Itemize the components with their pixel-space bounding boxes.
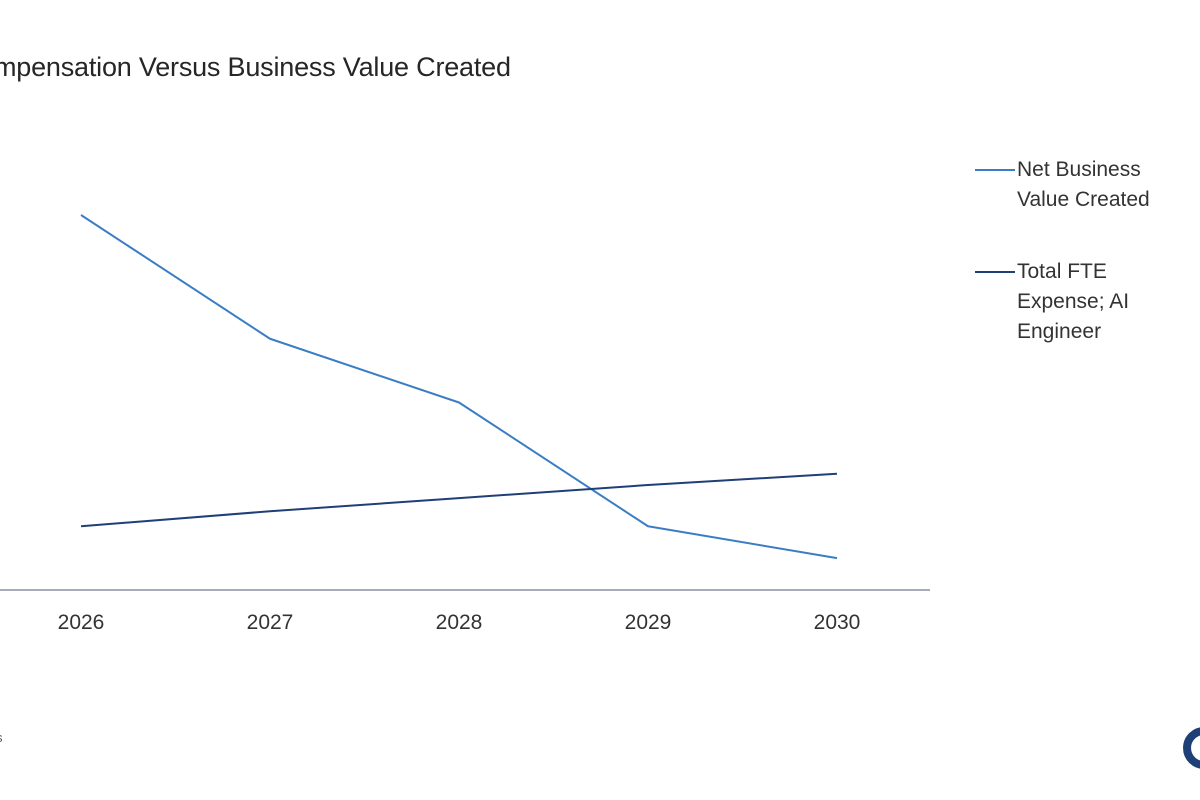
- x-tick-label-2028: 2028: [436, 611, 483, 634]
- footnote: s: [0, 730, 3, 745]
- legend-item-total-fte-expense: Total FTE Expense; AI Engineer: [975, 257, 1195, 347]
- legend-swatch-total-fte-expense: [975, 271, 1015, 273]
- x-tick-label-2029: 2029: [625, 611, 672, 634]
- chart-legend: Net Business Value Created Total FTE Exp…: [975, 155, 1195, 389]
- legend-item-net-business-value: Net Business Value Created: [975, 155, 1195, 215]
- chart-title: mpensation Versus Business Value Created: [0, 52, 511, 82]
- series-line-1: [80, 472, 838, 528]
- x-tick-label-2026: 2026: [58, 611, 105, 634]
- legend-swatch-net-business-value: [975, 169, 1015, 171]
- series-line-0: [80, 214, 838, 560]
- x-tick-label-2027: 2027: [247, 611, 294, 634]
- x-tick-label-2030: 2030: [814, 611, 861, 634]
- legend-label-total-fte-expense: Total FTE Expense; AI Engineer: [1017, 260, 1130, 343]
- logo-icon: [1183, 727, 1200, 769]
- legend-label-net-business-value: Net Business Value Created: [1017, 158, 1150, 211]
